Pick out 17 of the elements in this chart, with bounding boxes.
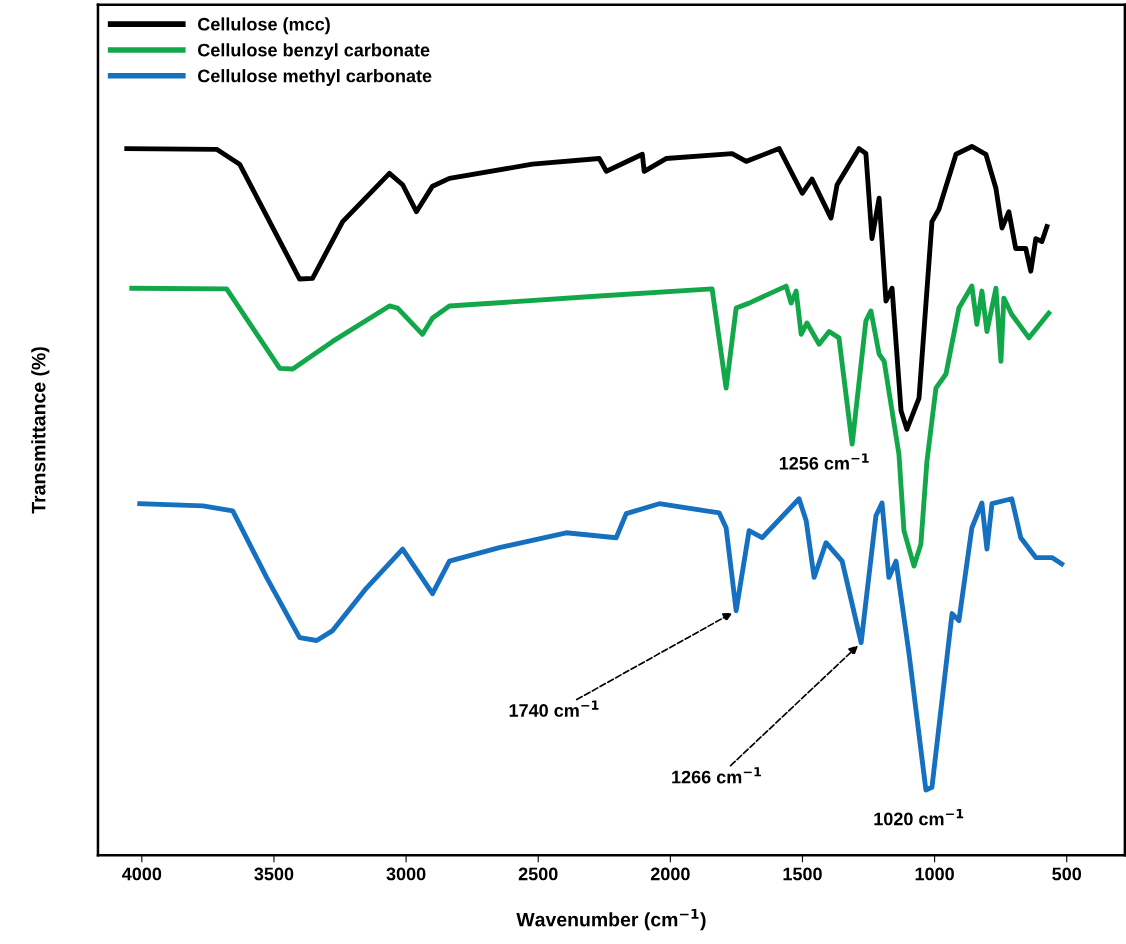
legend-label: Cellulose benzyl carbonate: [198, 43, 430, 61]
x-tick-label: 2000: [650, 867, 690, 881]
annotation: 1266 cm$^{−1}$: [672, 767, 761, 784]
annotation: 1256 cm$^{−1}$: [779, 453, 869, 470]
x-tick-label: 3500: [254, 867, 294, 881]
x-axis-title: Wavenumber (cm$^{−1}$): [516, 908, 706, 931]
x-tick-label: 1500: [783, 867, 822, 881]
x-tick-label: 2500: [518, 867, 558, 881]
x-tick-label: 1000: [915, 867, 954, 881]
x-tick-label: 4000: [122, 867, 162, 881]
x-tick-label: 500: [1052, 867, 1082, 881]
legend-label: Cellulose methyl carbonate: [198, 69, 432, 86]
x-tick-label: 3000: [386, 867, 426, 881]
annotation: 1020 cm$^{−1}$: [874, 809, 964, 826]
legend-label: Cellulose (mcc): [198, 17, 330, 35]
y-axis-title: Transmittance (%): [31, 347, 50, 514]
annotation: 1740 cm$^{−1}$: [509, 700, 599, 717]
